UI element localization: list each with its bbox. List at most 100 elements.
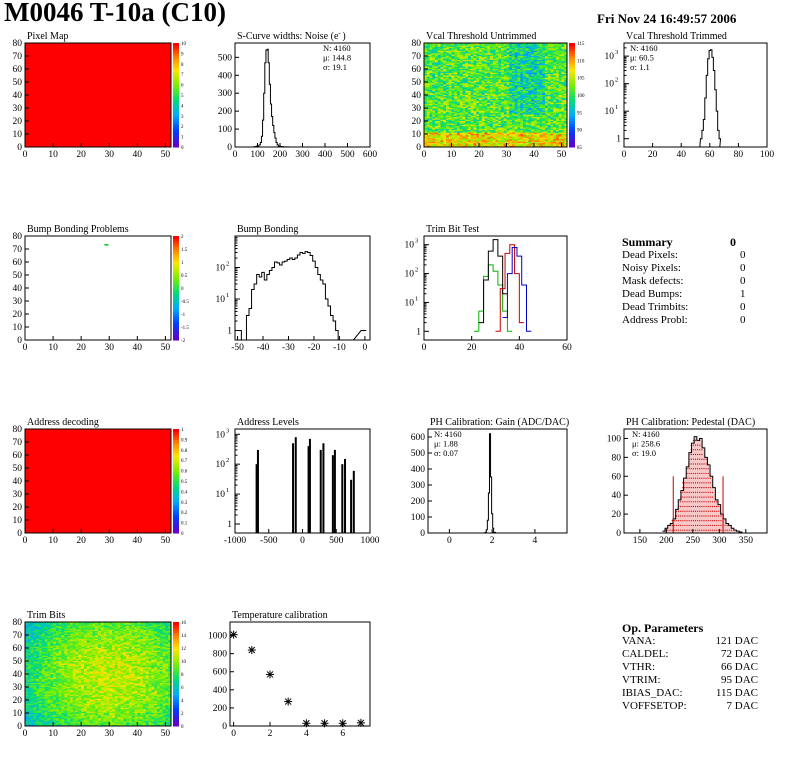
- heatmap-cell: [564, 135, 568, 137]
- heatmap-cell: [528, 117, 532, 119]
- fill-dot: [692, 515, 694, 517]
- x-tick-label: -20: [308, 343, 321, 353]
- heatmap-cell: [465, 137, 469, 140]
- heatmap-cell: [550, 95, 554, 97]
- palette-cell: [173, 141, 179, 145]
- heatmap-cell: [470, 135, 474, 137]
- fill-dot: [699, 453, 701, 456]
- heatmap-cell: [470, 101, 474, 104]
- heatmap-cell: [457, 89, 461, 92]
- heatmap-cell: [429, 124, 433, 127]
- heatmap-cell: [528, 115, 532, 118]
- heatmap-cell: [525, 97, 529, 100]
- heatmap-cell: [564, 105, 568, 107]
- heatmap-cell: [492, 135, 496, 137]
- heatmap-cell: [558, 117, 562, 119]
- heatmap-cell: [440, 91, 444, 93]
- heatmap-cell: [440, 137, 444, 140]
- heatmap-cell: [550, 115, 554, 118]
- fill-dot: [701, 529, 703, 531]
- heatmap-cell: [470, 127, 474, 130]
- heatmap-cell: [561, 92, 565, 94]
- heatmap-cell: [561, 100, 565, 102]
- heatmap-cell: [468, 104, 472, 106]
- heatmap-cell: [536, 119, 540, 122]
- heatmap-cell: [426, 136, 430, 139]
- heatmap-cell: [512, 50, 516, 53]
- heatmap-cell: [547, 102, 551, 105]
- heatmap-cell: [470, 115, 474, 118]
- heatmap-cell: [534, 58, 538, 61]
- heatmap-cell: [525, 123, 529, 126]
- heatmap-cell: [517, 74, 521, 76]
- palette-label: 85: [577, 146, 583, 151]
- heatmap-cell: [556, 98, 560, 101]
- heatmap-cell: [550, 69, 554, 71]
- heatmap-cell: [514, 85, 518, 88]
- heatmap-cell: [443, 114, 447, 117]
- heatmap-cell: [490, 85, 494, 88]
- heatmap-cell: [558, 67, 562, 70]
- heatmap-cell: [462, 105, 466, 107]
- heatmap-cell: [536, 61, 540, 63]
- heatmap-cell: [545, 46, 549, 49]
- fill-dot: [688, 496, 690, 498]
- heatmap-cell: [531, 143, 535, 145]
- palette-cell: [173, 494, 179, 498]
- heatmap-cell: [498, 76, 502, 79]
- heatmap-cell: [457, 98, 461, 101]
- heatmap-cell: [561, 53, 565, 55]
- heatmap-cell: [448, 69, 452, 71]
- heatmap-cell: [501, 135, 505, 137]
- heatmap-cell: [558, 131, 562, 133]
- heatmap-cell: [470, 141, 474, 144]
- heatmap-cell: [561, 141, 565, 144]
- heatmap-cell: [448, 117, 452, 119]
- heatmap-cell: [495, 91, 499, 93]
- heatmap-cell: [446, 74, 450, 76]
- y-tick-label: 20: [412, 117, 422, 127]
- y-tick-exponent: 1: [415, 295, 418, 302]
- heatmap-cell: [542, 140, 546, 143]
- heatmap-cell: [536, 76, 540, 79]
- heatmap-cell: [556, 72, 560, 75]
- fill-dot: [697, 520, 699, 522]
- heatmap-cell: [459, 130, 463, 132]
- heatmap-cell: [462, 98, 466, 101]
- heatmap-cell: [435, 58, 439, 61]
- heatmap-cell: [506, 85, 510, 88]
- heatmap-cell: [451, 72, 455, 75]
- heatmap-cell: [534, 131, 538, 133]
- heatmap-cell: [550, 53, 554, 55]
- fill-dot: [690, 529, 692, 531]
- palette-label: -1.5: [181, 326, 189, 331]
- heatmap-cell: [547, 135, 551, 137]
- fill-dot: [667, 529, 669, 531]
- y-tick-label: 20: [13, 117, 23, 127]
- heatmap-cell: [531, 45, 535, 48]
- heatmap-cell: [479, 139, 483, 141]
- heatmap-cell: [495, 65, 499, 67]
- heatmap-cell: [528, 71, 532, 74]
- heatmap-cell: [542, 85, 546, 88]
- heatmap-cell: [553, 127, 557, 130]
- heatmap-cell: [454, 115, 458, 118]
- heatmap-cell: [490, 124, 494, 127]
- heatmap-cell: [545, 76, 549, 79]
- heatmap-cell: [553, 57, 557, 59]
- heatmap-cell: [437, 69, 441, 71]
- heatmap-cell: [523, 137, 527, 140]
- heatmap-cell: [528, 65, 532, 67]
- heatmap-cell: [481, 65, 485, 67]
- heatmap-cell: [468, 80, 472, 83]
- heatmap-cell: [440, 131, 444, 133]
- heatmap-cell: [481, 72, 485, 75]
- heatmap-cell: [481, 132, 485, 135]
- heatmap-cell: [514, 54, 518, 57]
- palette-cell: [173, 468, 179, 472]
- heatmap-cell: [490, 98, 494, 101]
- fill-dot: [697, 468, 699, 470]
- fill-dot: [686, 510, 688, 512]
- heatmap-cell: [542, 111, 546, 114]
